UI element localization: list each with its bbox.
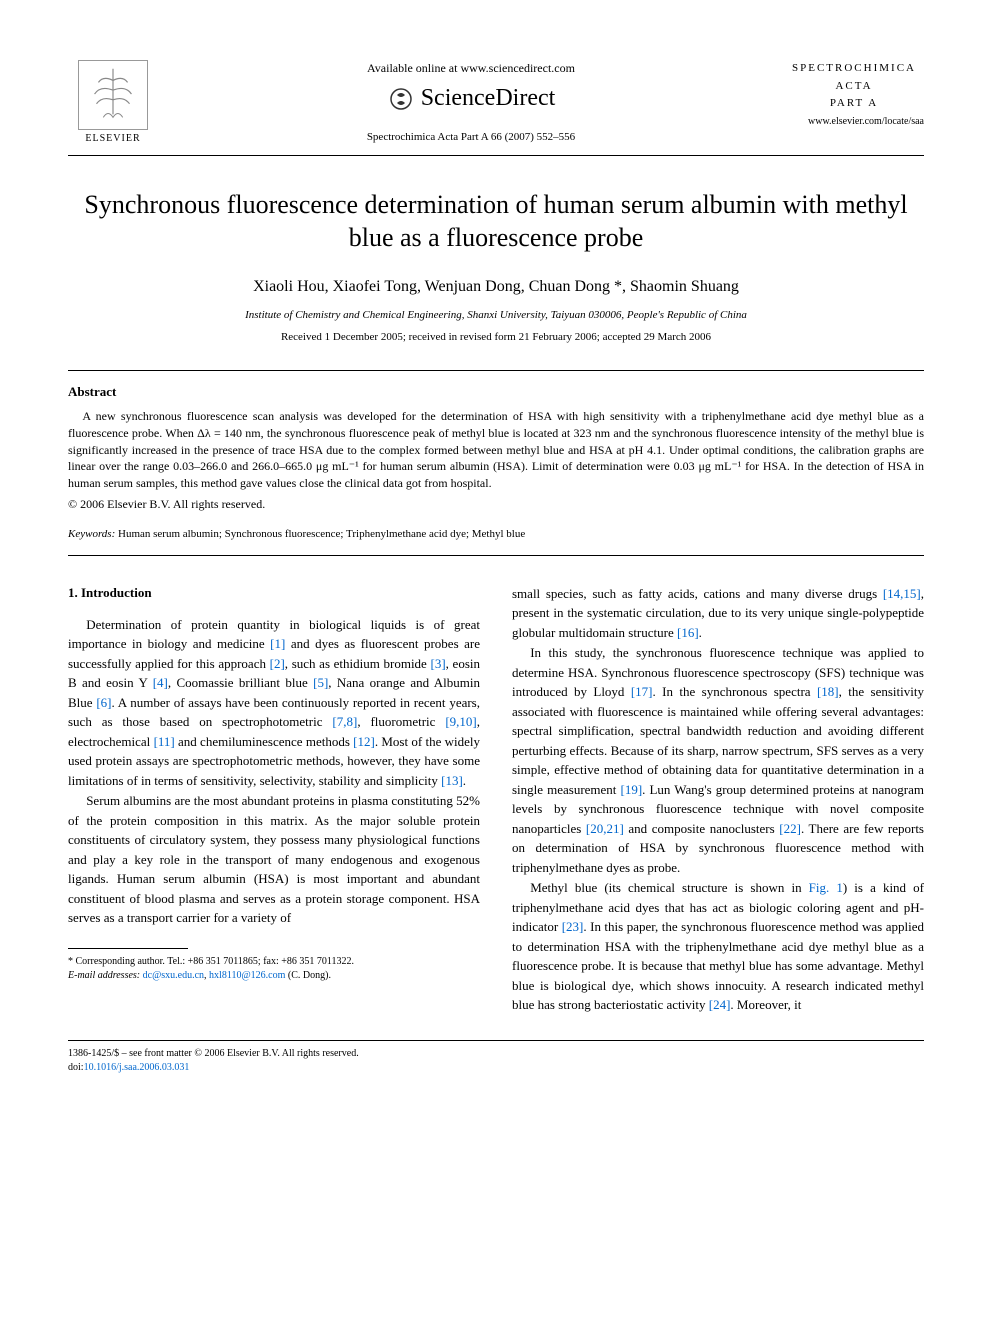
ref-3[interactable]: [3] (430, 656, 445, 671)
issn-line: 1386-1425/$ – see front matter © 2006 El… (68, 1047, 924, 1061)
bottom-info: 1386-1425/$ – see front matter © 2006 El… (68, 1047, 924, 1075)
ref-17[interactable]: [17] (631, 684, 653, 699)
bottom-rule (68, 1040, 924, 1041)
p5d: . Moreover, it (730, 997, 801, 1012)
p1e: , Coomassie brilliant blue (168, 675, 313, 690)
ref-24[interactable]: [24] (709, 997, 731, 1012)
email-tail: (C. Dong). (285, 970, 331, 981)
ref-13[interactable]: [13] (441, 773, 463, 788)
right-column: small species, such as fatty acids, cati… (512, 584, 924, 1016)
corresponding-author-footnote: * Corresponding author. Tel.: +86 351 70… (68, 955, 480, 983)
two-column-body: 1. Introduction Determination of protein… (68, 584, 924, 1016)
p3c: . (699, 625, 702, 640)
ref-18[interactable]: [18] (817, 684, 839, 699)
ref-6[interactable]: [6] (96, 695, 111, 710)
fig-1-link[interactable]: Fig. 1 (809, 880, 843, 895)
keywords-label: Keywords: (68, 528, 115, 540)
ref-14-15[interactable]: [14,15] (883, 586, 921, 601)
p4c: , the sensitivity associated with fluore… (512, 684, 924, 797)
p5a: Methyl blue (its chemical structure is s… (530, 880, 808, 895)
journal-title-box: SPECTROCHIMICA ACTA PART A (784, 60, 924, 113)
footnote-corr: * Corresponding author. Tel.: +86 351 70… (68, 955, 480, 969)
ref-12[interactable]: [12] (353, 734, 375, 749)
intro-para-1: Determination of protein quantity in bio… (68, 615, 480, 791)
ref-23[interactable]: [23] (562, 919, 584, 934)
footnote-divider (68, 948, 188, 949)
abstract-bottom-rule (68, 555, 924, 556)
journal-box-line3: PART A (784, 95, 924, 113)
article-dates: Received 1 December 2005; received in re… (68, 330, 924, 346)
ref-4[interactable]: [4] (153, 675, 168, 690)
email-label: E-mail addresses: (68, 970, 140, 981)
ref-9-10[interactable]: [9,10] (445, 714, 476, 729)
intro-para-5: Methyl blue (its chemical structure is s… (512, 878, 924, 1015)
p1l: . (463, 773, 466, 788)
journal-box-line2: ACTA (784, 78, 924, 96)
ref-1[interactable]: [1] (270, 636, 285, 651)
p4e: and composite nanoclusters (624, 821, 779, 836)
abstract-text: A new synchronous fluorescence scan anal… (68, 408, 924, 492)
journal-box-wrapper: SPECTROCHIMICA ACTA PART A www.elsevier.… (784, 60, 924, 129)
p1j: and chemiluminescence methods (175, 734, 353, 749)
elsevier-label: ELSEVIER (68, 132, 158, 147)
left-column: 1. Introduction Determination of protein… (68, 584, 480, 1016)
doi-label: doi: (68, 1062, 84, 1073)
header-divider (68, 155, 924, 156)
sciencedirect-logo: ScienceDirect (158, 81, 784, 116)
elsevier-logo-block: ELSEVIER (68, 60, 158, 147)
section-1-heading: 1. Introduction (68, 584, 480, 603)
journal-reference: Spectrochimica Acta Part A 66 (2007) 552… (158, 130, 784, 146)
ref-2[interactable]: [2] (270, 656, 285, 671)
p1h: , fluorometric (357, 714, 445, 729)
p1c: , such as ethidium bromide (285, 656, 431, 671)
footnote-emails: E-mail addresses: dc@sxu.edu.cn, hxl8110… (68, 969, 480, 983)
keywords-line: Keywords: Human serum albumin; Synchrono… (68, 527, 924, 543)
keywords-text: Human serum albumin; Synchronous fluores… (118, 528, 525, 540)
page-container: ELSEVIER Available online at www.science… (0, 0, 992, 1115)
ref-22[interactable]: [22] (779, 821, 801, 836)
ref-7-8[interactable]: [7,8] (332, 714, 357, 729)
elsevier-tree-icon (78, 60, 148, 130)
article-title: Synchronous fluorescence determination o… (68, 188, 924, 256)
center-header: Available online at www.sciencedirect.co… (158, 60, 784, 146)
p4b: . In the synchronous spectra (653, 684, 817, 699)
abstract-copyright: © 2006 Elsevier B.V. All rights reserved… (68, 496, 924, 513)
intro-para-4: In this study, the synchronous fluoresce… (512, 643, 924, 877)
abstract-heading: Abstract (68, 383, 924, 402)
affiliation: Institute of Chemistry and Chemical Engi… (68, 308, 924, 324)
intro-para-2: Serum albumins are the most abundant pro… (68, 791, 480, 928)
available-online-text: Available online at www.sciencedirect.co… (158, 60, 784, 77)
sciencedirect-text: ScienceDirect (421, 81, 556, 116)
ref-16[interactable]: [16] (677, 625, 699, 640)
journal-box-line1: SPECTROCHIMICA (784, 60, 924, 78)
authors-line: Xiaoli Hou, Xiaofei Tong, Wenjuan Dong, … (68, 275, 924, 298)
ref-19[interactable]: [19] (620, 782, 642, 797)
header-row: ELSEVIER Available online at www.science… (68, 60, 924, 147)
abstract-body: A new synchronous fluorescence scan anal… (68, 408, 924, 513)
intro-para-3: small species, such as fatty acids, cati… (512, 584, 924, 643)
journal-url: www.elsevier.com/locate/saa (784, 115, 924, 130)
email-2[interactable]: hxl8110@126.com (209, 970, 285, 981)
doi-link[interactable]: 10.1016/j.saa.2006.03.031 (84, 1062, 190, 1073)
p3a: small species, such as fatty acids, cati… (512, 586, 883, 601)
ref-11[interactable]: [11] (154, 734, 175, 749)
abstract-top-rule (68, 370, 924, 371)
ref-20-21[interactable]: [20,21] (586, 821, 624, 836)
email-1[interactable]: dc@sxu.edu.cn (143, 970, 204, 981)
sciencedirect-icon (387, 85, 415, 113)
doi-line: doi:10.1016/j.saa.2006.03.031 (68, 1061, 924, 1075)
ref-5[interactable]: [5] (313, 675, 328, 690)
